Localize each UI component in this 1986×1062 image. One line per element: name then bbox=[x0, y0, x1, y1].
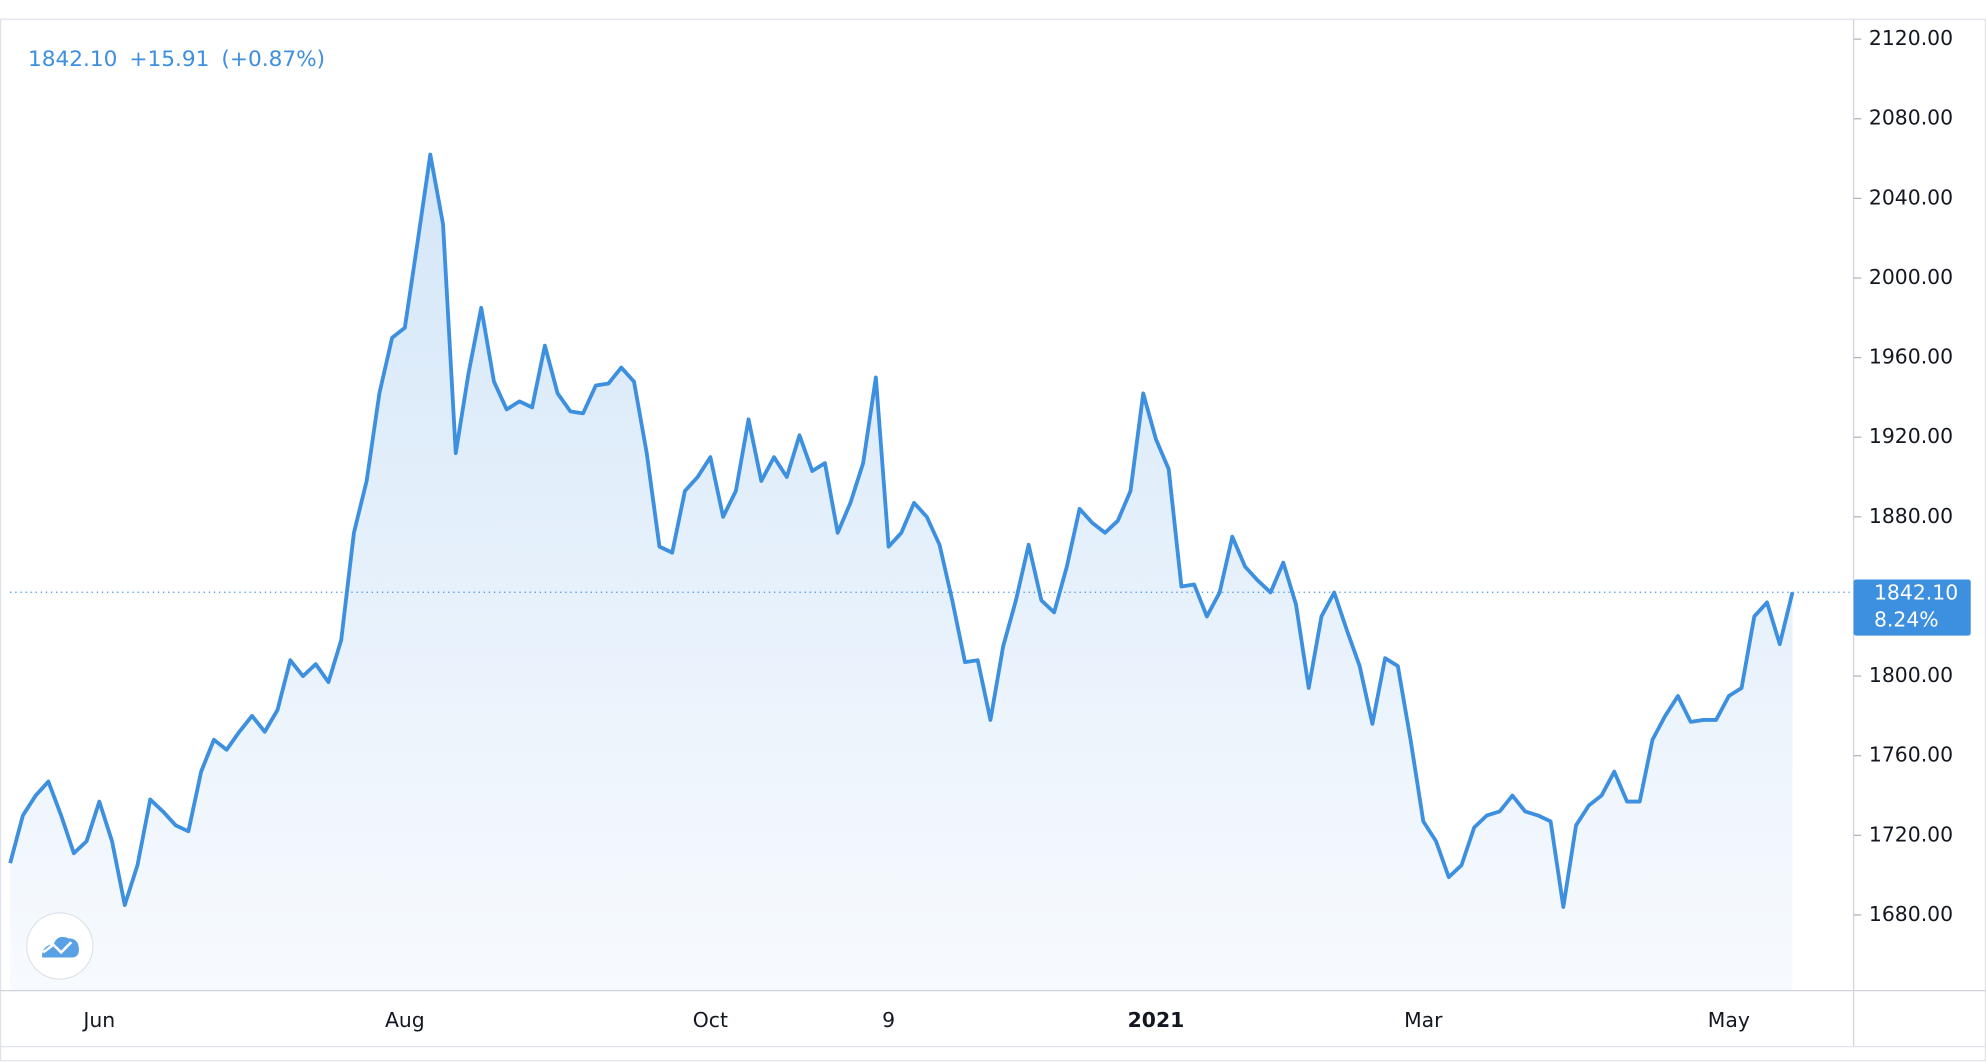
x-tick-label: Oct bbox=[693, 1008, 728, 1032]
last-price-box bbox=[1853, 579, 1971, 636]
logo-mark[interactable] bbox=[42, 941, 73, 955]
header-last: 1842.10 bbox=[28, 47, 117, 72]
area bbox=[10, 154, 1793, 991]
y-tick-label: 2080.00 bbox=[1869, 106, 1953, 130]
price-line bbox=[8, 152, 1795, 909]
plot bbox=[8, 152, 1795, 991]
x-tick-label: Mar bbox=[1404, 1008, 1443, 1032]
y-tick-label: 1880.00 bbox=[1869, 504, 1953, 528]
logo-icon[interactable] bbox=[42, 936, 79, 958]
logo[interactable] bbox=[26, 912, 94, 980]
x-tick-label: 9 bbox=[882, 1008, 895, 1032]
y-tick-label: 2000.00 bbox=[1869, 265, 1953, 289]
last-change-label: 8.24% bbox=[1874, 607, 1939, 631]
header-change-pct: (+0.87%) bbox=[221, 47, 325, 72]
y-tick-label: 1800.00 bbox=[1869, 663, 1953, 687]
x-tick-label: 2021 bbox=[1128, 1008, 1185, 1032]
x-tick-label: Aug bbox=[385, 1008, 425, 1032]
header: 1842.10 +15.91 (+0.87%) bbox=[28, 47, 325, 72]
y-tick-label: 1680.00 bbox=[1869, 902, 1953, 926]
x-tick-label: Jun bbox=[81, 1008, 115, 1032]
frame bbox=[0, 18, 1986, 1062]
x-tick-label: May bbox=[1708, 1008, 1750, 1032]
y-tick-label: 1720.00 bbox=[1869, 822, 1953, 846]
header-change: +15.91 bbox=[129, 47, 209, 72]
last-price-label: 1842.10 bbox=[1874, 581, 1958, 605]
y-tick-label: 1760.00 bbox=[1869, 743, 1953, 767]
y-tick-label: 2120.00 bbox=[1869, 26, 1953, 50]
y-tick-label: 1960.00 bbox=[1869, 345, 1953, 369]
y-tick-label: 1920.00 bbox=[1869, 424, 1953, 448]
y-tick-label: 2040.00 bbox=[1869, 185, 1953, 209]
